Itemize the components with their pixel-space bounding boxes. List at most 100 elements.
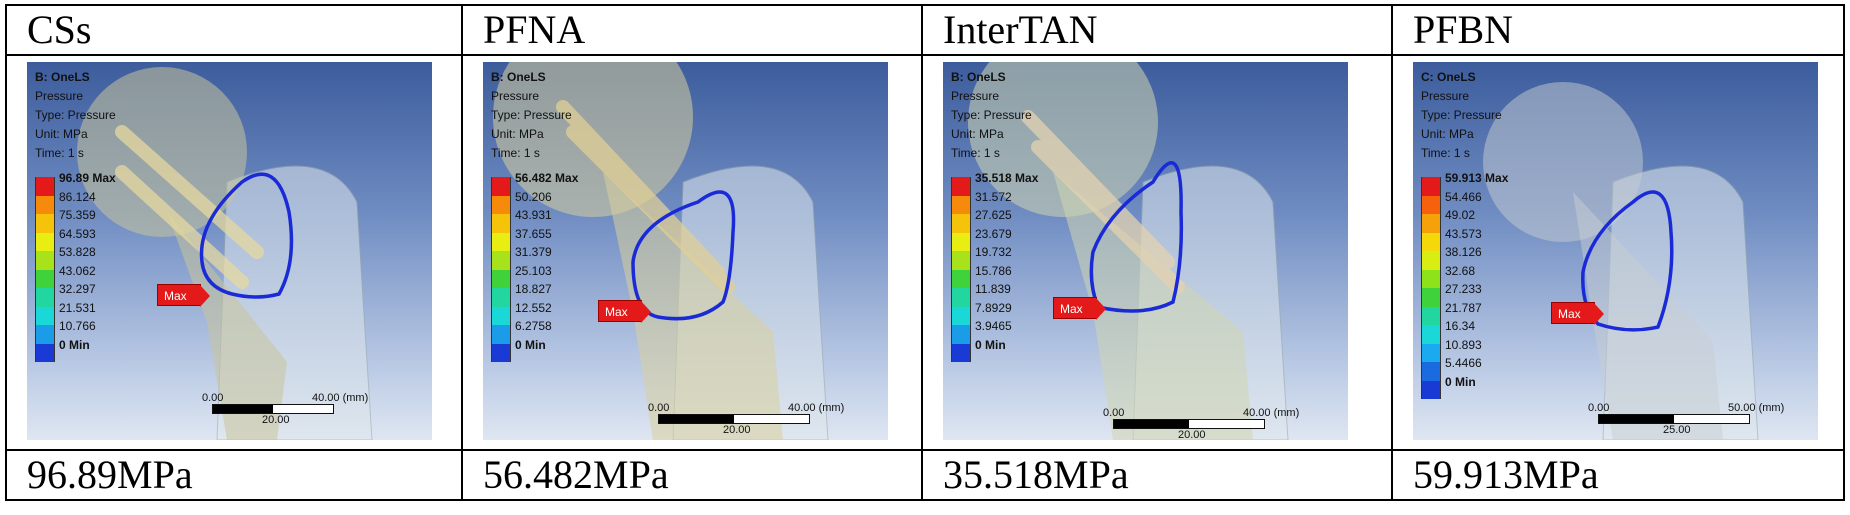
legend-label: 21.531 xyxy=(59,300,96,315)
info-system: B: OneLS xyxy=(35,70,90,84)
fea-panel: B: OneLS Pressure Type: Pressure Unit: MPa T… xyxy=(483,62,888,440)
scale-mid-label: 20.00 xyxy=(1178,429,1206,440)
result-cell: 96.89MPa xyxy=(5,449,463,501)
result-row: 96.89MPa 56.482MPa 35.518MPa 59.913MPa xyxy=(5,449,1845,501)
femoral-head-shape xyxy=(77,67,247,237)
color-legend: 35.518 Max 31.572 27.625 23.679 19.732 15.786… xyxy=(951,171,1038,362)
legend-swatch xyxy=(1421,325,1441,344)
femoral-head-shape xyxy=(1483,82,1643,242)
info-unit: Unit: MPa xyxy=(1421,127,1474,141)
legend-row: 37.655 xyxy=(491,227,578,251)
legend-row: 86.124 xyxy=(35,190,116,214)
femoral-head-shape xyxy=(968,62,1158,217)
legend-row: 43.573 xyxy=(1421,227,1508,251)
legend-row: 18.827 xyxy=(491,282,578,307)
legend-row: 50.206 xyxy=(491,190,578,214)
result-cell: 35.518MPa xyxy=(921,449,1393,501)
implant-shape xyxy=(115,125,264,289)
info-time: Time: 1 s xyxy=(1421,146,1470,160)
max-marker: Max xyxy=(157,284,210,307)
legend-label: 43.931 xyxy=(515,208,552,222)
legend-swatch xyxy=(491,214,511,233)
legend-label: 32.297 xyxy=(59,282,96,296)
legend-swatch xyxy=(1421,177,1441,196)
legend-label: 0 Min xyxy=(59,337,90,352)
legend-swatch xyxy=(35,325,55,344)
legend-row: 15.786 xyxy=(951,264,1038,288)
color-legend: 56.482 Max 50.206 43.931 37.655 31.379 25.103… xyxy=(491,171,578,362)
legend-swatch xyxy=(35,177,55,196)
legend-swatch xyxy=(1421,343,1441,362)
femur-neck-shape xyxy=(603,172,783,440)
legend-label: 6.2758 xyxy=(515,319,552,333)
legend-label: 75.359 xyxy=(59,208,96,222)
fracture-contour-line xyxy=(199,172,294,299)
legend-row: 10.893 xyxy=(1421,338,1508,362)
legend-label: 0 Min xyxy=(515,337,546,352)
scale-bar: 0.00 50.00 (mm) 25.00 xyxy=(1588,402,1784,436)
legend-swatch xyxy=(491,343,511,362)
legend-swatch xyxy=(491,288,511,307)
result-cell: 59.913MPa xyxy=(1391,449,1845,501)
result-cell: 56.482MPa xyxy=(461,449,923,501)
legend-row: 21.787 xyxy=(1421,301,1508,325)
legend-label: 0 Min xyxy=(1445,374,1476,389)
info-type: Type: Pressure xyxy=(951,108,1032,122)
info-time: Time: 1 s xyxy=(35,146,84,160)
legend-label: 35.518 Max xyxy=(975,171,1039,185)
legend-swatch xyxy=(491,177,511,196)
scale-right-label: 40.00 (mm) xyxy=(312,392,369,404)
legend-label: 21.787 xyxy=(1445,300,1482,315)
legend-label: 86.124 xyxy=(59,189,96,204)
legend-label: 10.766 xyxy=(59,319,96,333)
bone-model-graphic xyxy=(968,62,1289,440)
implant-shape xyxy=(556,100,735,294)
legend-label: 27.233 xyxy=(1445,282,1482,296)
color-legend: 59.913 Max 54.466 49.02 43.573 38.126 32.68 27… xyxy=(1421,171,1508,399)
fracture-contour-line xyxy=(1581,190,1674,332)
max-marker: Max xyxy=(1053,297,1106,320)
legend-row: 53.828 xyxy=(35,245,116,270)
legend-row: 16.34 xyxy=(1421,319,1508,344)
legend-row: 25.103 xyxy=(491,264,578,288)
scale-bar-graphic xyxy=(1598,414,1750,424)
image-cell: C: OneLS Pressure Type: Pressure Unit: MPa T… xyxy=(1391,54,1845,451)
info-quantity: Pressure xyxy=(35,89,84,103)
legend-row: 32.68 xyxy=(1421,264,1508,288)
legend-label: 59.913 Max xyxy=(1445,171,1509,185)
legend-swatch xyxy=(35,195,55,214)
legend-label: 5.4466 xyxy=(1445,356,1482,370)
legend-label: 37.655 xyxy=(515,226,552,241)
max-marker: Max xyxy=(1551,302,1604,325)
info-unit: Unit: MPa xyxy=(35,127,88,141)
legend-swatch xyxy=(1421,269,1441,288)
legend-swatch xyxy=(951,325,971,344)
legend-row: 5.4466 xyxy=(1421,356,1508,381)
image-row: B: OneLS Pressure Type: Pressure Unit: MPa T… xyxy=(5,54,1845,451)
legend-row: 96.89 Max xyxy=(35,171,116,196)
bone-model-graphic xyxy=(77,67,373,440)
legend-label: 31.379 xyxy=(515,245,552,259)
legend-label: 11.839 xyxy=(975,282,1011,296)
legend-label: 56.482 Max xyxy=(515,171,579,185)
legend-swatch xyxy=(35,251,55,270)
scale-left-label: 0.00 xyxy=(648,402,670,414)
header-cell: CSs xyxy=(5,4,463,56)
legend-label: 43.062 xyxy=(59,263,96,278)
scale-bar-graphic xyxy=(212,404,334,414)
legend-label: 38.126 xyxy=(1445,245,1482,259)
header-cell: PFBN xyxy=(1391,4,1845,56)
fracture-contour-line xyxy=(631,190,736,321)
legend-row: 23.679 xyxy=(951,227,1038,251)
legend-row: 3.9465 xyxy=(951,319,1038,344)
implant-shape xyxy=(1021,110,1185,294)
scale-left-label: 0.00 xyxy=(202,392,224,404)
legend-swatch xyxy=(1421,380,1441,399)
info-type: Type: Pressure xyxy=(1421,108,1502,122)
femur-neck-shape xyxy=(1053,172,1253,440)
legend-row: 75.359 xyxy=(35,208,116,233)
info-time: Time: 1 s xyxy=(491,146,540,160)
result-info: C: OneLS Pressure Type: Pressure Unit: MPa T… xyxy=(1421,68,1502,163)
legend-row: 0 Min xyxy=(951,338,1038,362)
legend-swatch xyxy=(1421,362,1441,381)
